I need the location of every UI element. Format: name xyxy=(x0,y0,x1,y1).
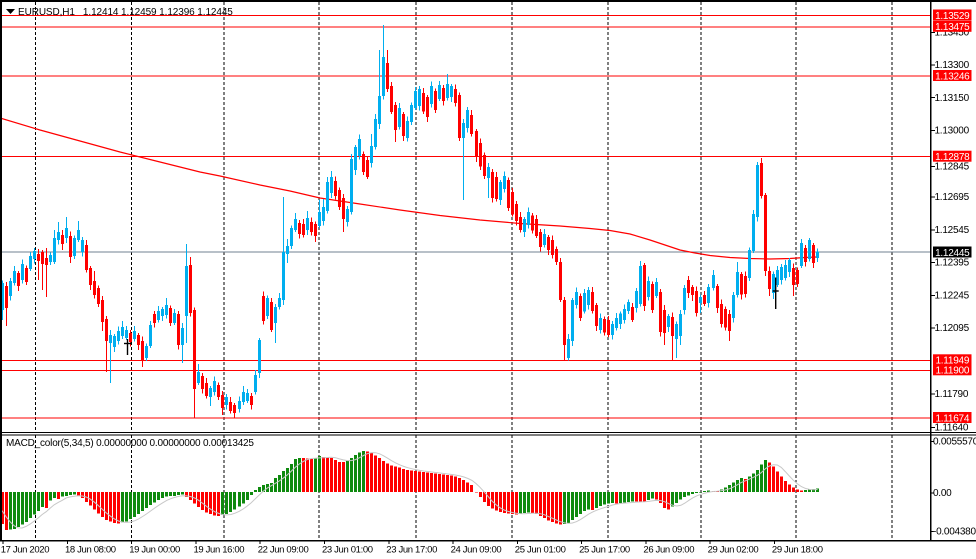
svg-text:29 Jun 02:00: 29 Jun 02:00 xyxy=(708,545,759,556)
svg-text:1.13475: 1.13475 xyxy=(935,22,970,33)
svg-text:0.0055570: 0.0055570 xyxy=(933,437,976,448)
svg-text:22 Jun 09:00: 22 Jun 09:00 xyxy=(258,545,309,556)
svg-text:1.11949: 1.11949 xyxy=(935,356,969,367)
svg-text:1.13246: 1.13246 xyxy=(935,71,970,82)
svg-text:24 Jun 09:00: 24 Jun 09:00 xyxy=(451,545,502,556)
svg-text:1.13450: 1.13450 xyxy=(935,28,970,39)
svg-text:1.11640: 1.11640 xyxy=(935,423,969,434)
svg-text:29 Jun 18:00: 29 Jun 18:00 xyxy=(772,545,823,556)
svg-text:1.13000: 1.13000 xyxy=(935,126,970,137)
svg-text:17 Jun 2020: 17 Jun 2020 xyxy=(1,545,50,556)
svg-text:19 Jun 16:00: 19 Jun 16:00 xyxy=(194,545,245,556)
svg-text:23 Jun 17:00: 23 Jun 17:00 xyxy=(386,545,437,556)
svg-text:25 Jun 17:00: 25 Jun 17:00 xyxy=(579,545,630,556)
svg-text:1.12545: 1.12545 xyxy=(935,225,970,236)
svg-text:1.12095: 1.12095 xyxy=(935,323,970,334)
svg-text:0.00: 0.00 xyxy=(933,488,952,499)
svg-text:1.13300: 1.13300 xyxy=(935,60,970,71)
svg-text:1.12845: 1.12845 xyxy=(935,162,970,173)
svg-text:1.11674: 1.11674 xyxy=(935,413,969,424)
svg-text:MACD_color(5,34,5) 0.00000000: MACD_color(5,34,5) 0.00000000 0.00000000… xyxy=(6,438,254,449)
svg-text:19 Jun 00:00: 19 Jun 00:00 xyxy=(129,545,180,556)
svg-text:23 Jun 01:00: 23 Jun 01:00 xyxy=(322,545,373,556)
svg-text:1.13529: 1.13529 xyxy=(935,11,970,22)
svg-text:1.11790: 1.11790 xyxy=(935,389,969,400)
svg-text:1.12878: 1.12878 xyxy=(935,152,970,163)
svg-text:1.12395: 1.12395 xyxy=(935,258,970,269)
svg-text:1.13150: 1.13150 xyxy=(935,93,970,104)
svg-text:1.12445: 1.12445 xyxy=(935,248,970,259)
svg-text:18 Jun 08:00: 18 Jun 08:00 xyxy=(65,545,116,556)
svg-text:25 Jun 01:00: 25 Jun 01:00 xyxy=(515,545,566,556)
svg-text:1.11900: 1.11900 xyxy=(935,366,969,377)
svg-text:1.12245: 1.12245 xyxy=(935,291,970,302)
svg-text:26 Jun 09:00: 26 Jun 09:00 xyxy=(643,545,694,556)
svg-text:1.12695: 1.12695 xyxy=(935,192,970,203)
svg-text:EURUSD,H1 1.12414 1.12459 1.: EURUSD,H1 1.12414 1.12459 1.12396 1.1244… xyxy=(18,7,233,18)
